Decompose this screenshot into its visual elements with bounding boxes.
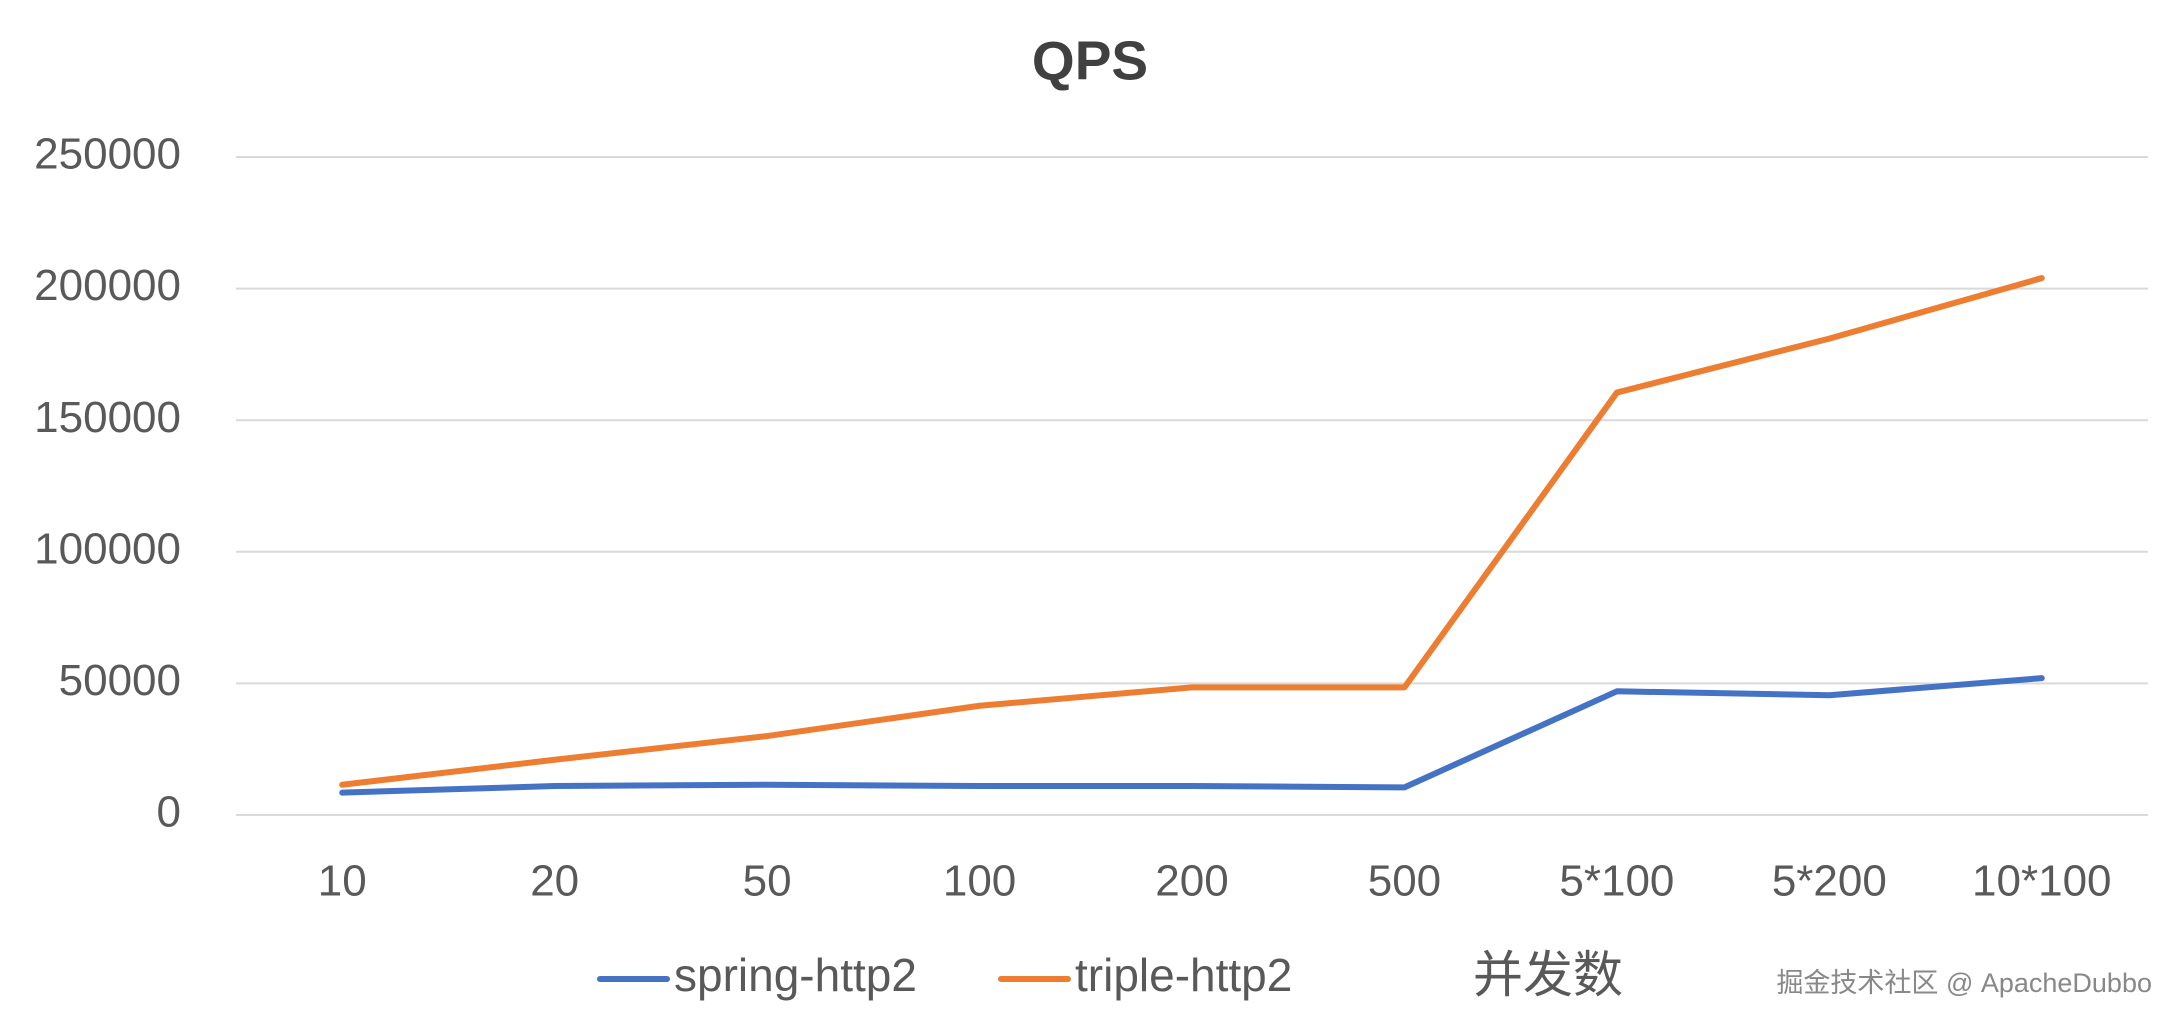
x-tick-label: 10 [318, 857, 367, 906]
x-tick-label: 5*100 [1559, 857, 1674, 906]
x-axis-title: 并发数 [1473, 947, 1623, 1003]
legend-label: spring-http2 [674, 949, 917, 1001]
x-tick-label: 50 [743, 857, 792, 906]
series-line [339, 275, 2045, 788]
y-tick-label: 50000 [59, 656, 181, 705]
y-tick-label: 250000 [34, 130, 181, 179]
x-tick-label: 500 [1368, 857, 1441, 906]
watermark: 掘金技术社区 @ ApacheDubbo [1776, 968, 2152, 998]
x-tick-label: 100 [943, 857, 1016, 906]
x-tick-label: 10*100 [1972, 857, 2111, 906]
chart-title: QPS [1032, 30, 1148, 92]
x-tick-label: 5*200 [1772, 857, 1887, 906]
x-tick-label: 20 [530, 857, 579, 906]
y-tick-label: 0 [157, 788, 181, 837]
y-tick-label: 200000 [34, 261, 181, 310]
series-line [339, 675, 2045, 796]
y-tick-label: 100000 [34, 524, 181, 573]
legend-label: triple-http2 [1075, 949, 1292, 1001]
y-tick-label: 150000 [34, 393, 181, 442]
x-tick-label: 200 [1155, 857, 1228, 906]
